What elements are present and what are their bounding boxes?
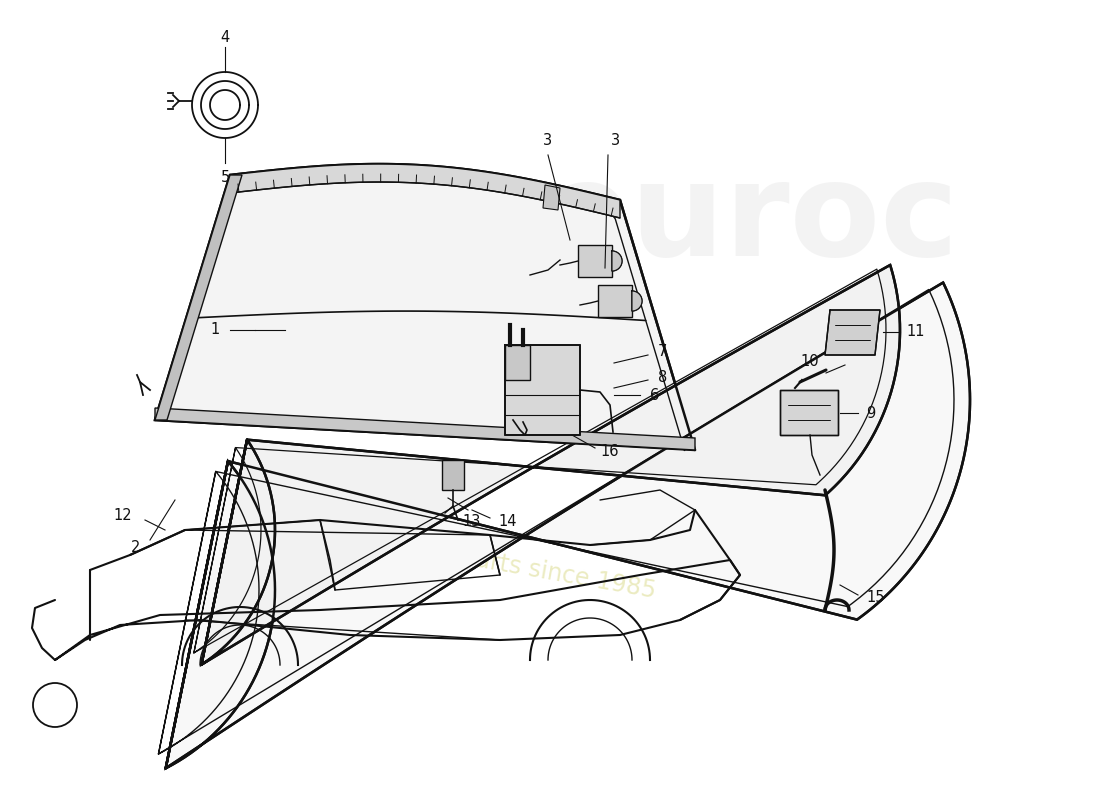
Polygon shape xyxy=(632,291,642,311)
Polygon shape xyxy=(155,164,695,450)
Polygon shape xyxy=(201,265,900,665)
Text: 11: 11 xyxy=(906,325,924,339)
Text: 15: 15 xyxy=(866,590,884,606)
Text: 5: 5 xyxy=(220,170,230,185)
Polygon shape xyxy=(230,164,620,218)
Text: a passion for parts since 1985: a passion for parts since 1985 xyxy=(302,517,658,603)
Text: 4: 4 xyxy=(220,30,230,45)
Polygon shape xyxy=(155,408,695,450)
Polygon shape xyxy=(543,185,560,210)
Text: 1: 1 xyxy=(211,322,220,338)
Text: 3: 3 xyxy=(610,133,619,148)
Text: 12: 12 xyxy=(113,507,132,522)
Polygon shape xyxy=(578,245,612,277)
Polygon shape xyxy=(612,251,621,271)
Text: 6: 6 xyxy=(650,387,659,402)
Text: 10: 10 xyxy=(800,354,818,370)
Text: 2: 2 xyxy=(131,541,140,555)
Polygon shape xyxy=(166,282,970,768)
Text: 8: 8 xyxy=(658,370,668,386)
Polygon shape xyxy=(598,285,632,317)
Polygon shape xyxy=(780,390,838,435)
Polygon shape xyxy=(825,310,880,355)
Polygon shape xyxy=(505,345,530,380)
Text: 7: 7 xyxy=(658,345,668,359)
Text: 3: 3 xyxy=(543,133,552,148)
Text: 16: 16 xyxy=(600,445,618,459)
Polygon shape xyxy=(442,460,464,490)
Text: euroc: euroc xyxy=(541,157,959,283)
Polygon shape xyxy=(155,175,242,420)
Text: 9: 9 xyxy=(866,406,876,421)
Polygon shape xyxy=(505,345,580,435)
Text: 14: 14 xyxy=(498,514,517,530)
Text: 13: 13 xyxy=(462,514,481,530)
